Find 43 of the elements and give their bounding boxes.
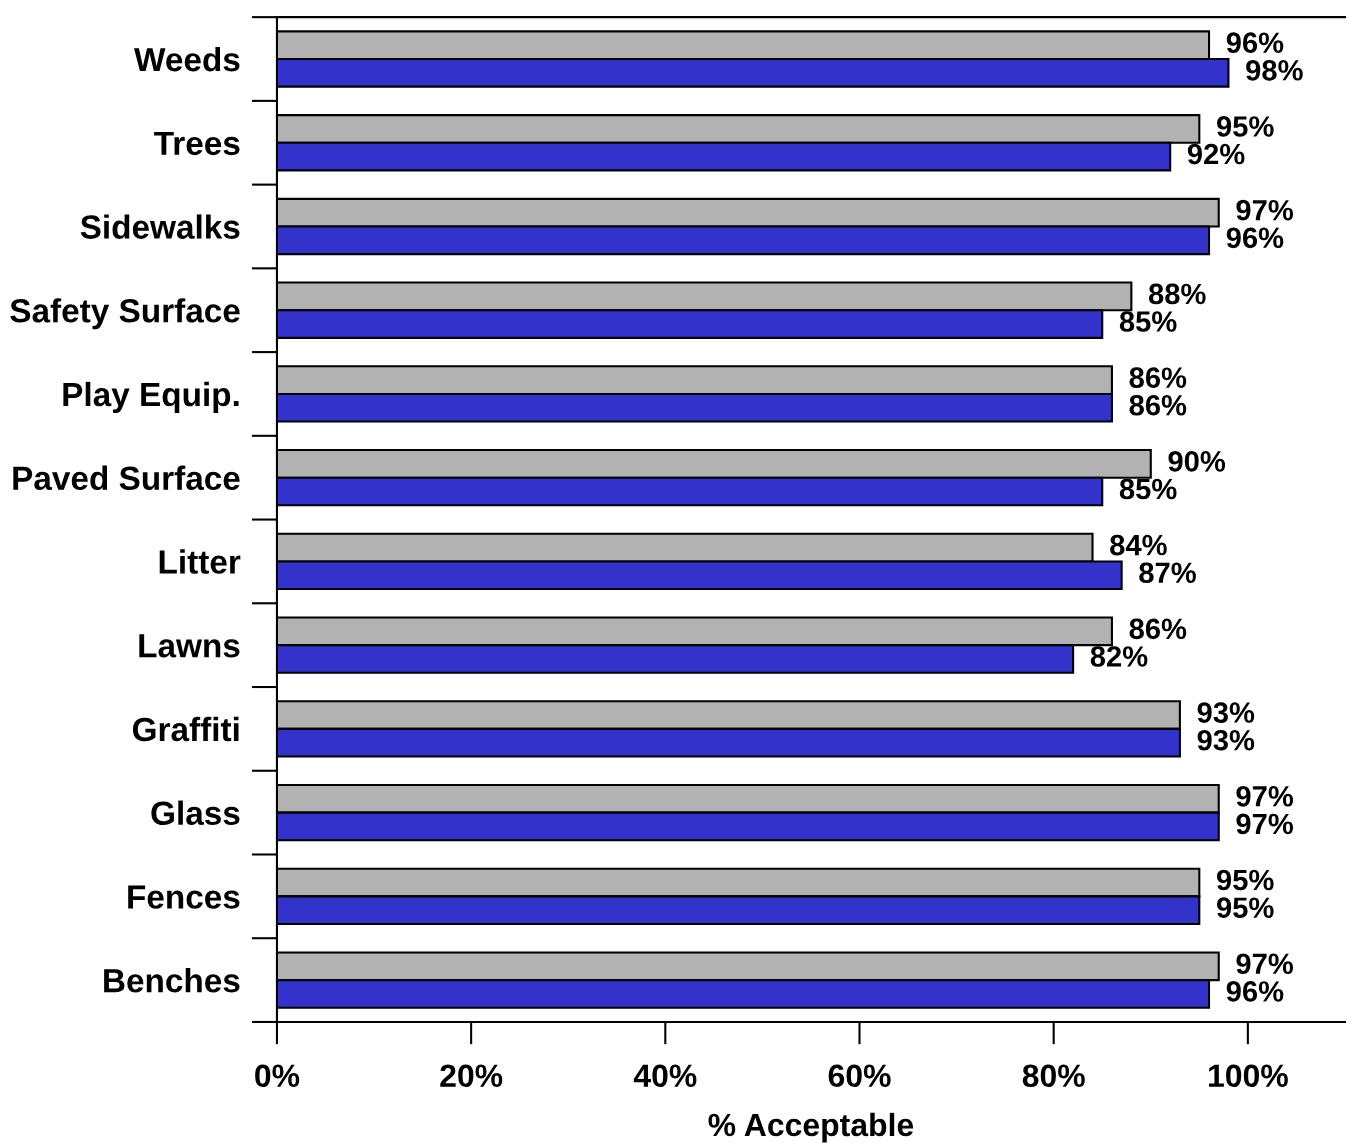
y-tick-label: Glass (151, 800, 240, 826)
data-label: 97% (1236, 785, 1294, 807)
x-tick-label: 100% (1209, 1064, 1288, 1088)
data-label: 86% (1129, 618, 1187, 640)
x-axis-title: % Acceptable (708, 1112, 914, 1143)
x-tick-label: 60% (828, 1064, 891, 1088)
x-tick-label: 0% (255, 1064, 300, 1088)
data-label: 90% (1168, 451, 1226, 472)
y-tick-label: Lawns (139, 634, 240, 658)
data-label: 88% (1148, 283, 1206, 305)
data-label: 95% (1216, 869, 1274, 891)
data-label: 85% (1119, 311, 1177, 332)
data-label: 95% (1216, 897, 1274, 918)
x-tick-label: 40% (633, 1064, 697, 1088)
data-label: 86% (1129, 394, 1187, 416)
data-label: 86% (1129, 367, 1187, 388)
data-label: 97% (1236, 813, 1294, 835)
x-tick-label: 80% (1022, 1064, 1085, 1088)
y-tick-label: Paved Surface (13, 465, 240, 491)
data-label: 84% (1110, 534, 1167, 556)
data-label: 95% (1216, 116, 1274, 137)
data-label: 98% (1246, 60, 1303, 81)
y-tick-label: Fences (128, 885, 240, 909)
y-tick-label: Sidewalks (80, 214, 240, 239)
data-label: 93% (1197, 729, 1255, 751)
data-label: 96% (1226, 227, 1284, 249)
data-label: 96% (1226, 32, 1284, 54)
data-label: 96% (1226, 981, 1284, 1002)
data-label: 87% (1139, 562, 1196, 584)
x-tick-label: 20% (440, 1064, 503, 1088)
data-label: 85% (1119, 478, 1177, 500)
data-label: 97% (1236, 953, 1294, 975)
y-tick-label: Trees (154, 131, 240, 156)
data-label: 93% (1197, 702, 1255, 723)
y-tick-label: Graffiti (132, 716, 239, 742)
y-tick-label: Benches (104, 968, 240, 993)
data-label: 92% (1187, 143, 1245, 165)
data-label: 97% (1236, 199, 1294, 221)
data-label: 82% (1090, 646, 1148, 667)
y-tick-label: Weeds (134, 46, 240, 72)
y-tick-label: Play Equip. (63, 381, 239, 413)
y-tick-label: Litter (159, 549, 241, 574)
y-tick-label: Safety Surface (10, 298, 240, 330)
